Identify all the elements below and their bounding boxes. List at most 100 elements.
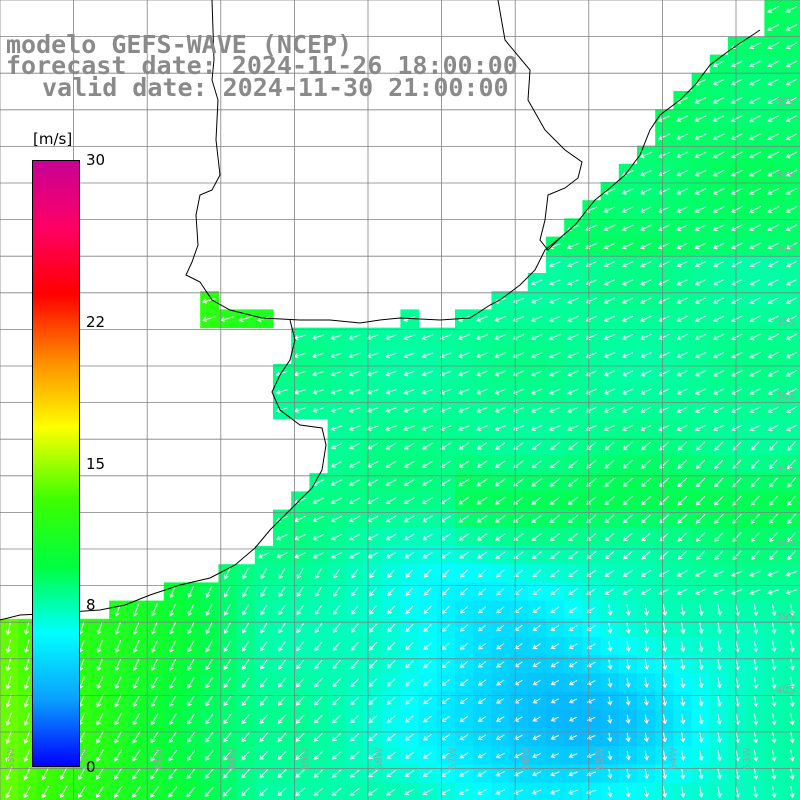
wind-arrow-head bbox=[698, 665, 704, 671]
wind-arrow-head bbox=[658, 208, 663, 213]
wind-arrow bbox=[495, 442, 506, 450]
wind-arrow-head bbox=[385, 535, 391, 541]
wind-arrow bbox=[713, 97, 725, 104]
lat-label: 38S bbox=[776, 538, 795, 549]
wind-arrow-head bbox=[259, 791, 264, 797]
wind-arrow-head bbox=[423, 699, 428, 705]
wind-arrow bbox=[495, 533, 506, 541]
wind-arrow-head bbox=[568, 572, 574, 578]
wind-arrow bbox=[608, 641, 612, 651]
wind-arrow-head bbox=[403, 408, 409, 413]
wind-arrow bbox=[367, 479, 379, 486]
wind-arrow-head bbox=[423, 717, 428, 723]
wind-arrow-head bbox=[403, 445, 409, 450]
wind-arrow bbox=[276, 407, 288, 412]
wind-arrow bbox=[25, 639, 30, 653]
wind-arrow-head bbox=[567, 518, 573, 523]
wind-arrow-head bbox=[603, 317, 609, 322]
wind-arrow bbox=[787, 550, 796, 560]
wind-arrow-head bbox=[731, 335, 737, 341]
wind-arrow-head bbox=[96, 648, 102, 654]
wind-arrow-head bbox=[677, 500, 683, 506]
wind-arrow-head bbox=[567, 353, 573, 359]
wind-arrow bbox=[568, 460, 579, 469]
wind-arrow bbox=[532, 588, 542, 595]
wind-arrow bbox=[658, 370, 670, 376]
wind-arrow bbox=[568, 514, 579, 523]
wind-arrow-head bbox=[785, 190, 791, 195]
wind-arrow bbox=[404, 788, 415, 796]
wind-arrow bbox=[532, 569, 542, 578]
wind-arrow-head bbox=[459, 663, 465, 668]
wind-arrow bbox=[405, 642, 414, 651]
wind-arrow-head bbox=[753, 756, 759, 762]
wind-arrow-head bbox=[625, 701, 631, 706]
wind-arrow-head bbox=[680, 665, 686, 671]
wind-arrow bbox=[604, 188, 616, 194]
wind-arrow-head bbox=[641, 445, 646, 451]
wind-arrow-head bbox=[767, 80, 773, 86]
wind-arrow-head bbox=[694, 408, 700, 413]
wind-arrow bbox=[623, 588, 633, 595]
wind-arrow-head bbox=[530, 426, 536, 432]
wind-arrow bbox=[187, 658, 195, 671]
wind-arrow-head bbox=[603, 244, 609, 250]
wind-arrow bbox=[662, 786, 666, 797]
wind-arrow bbox=[133, 621, 140, 635]
wind-arrow-head bbox=[625, 792, 631, 798]
wind-arrow bbox=[658, 242, 671, 249]
wind-arrow-head bbox=[495, 717, 501, 722]
wind-arrow-head bbox=[662, 629, 668, 635]
wind-arrow-head bbox=[694, 426, 700, 432]
wind-arrow-head bbox=[550, 572, 555, 578]
wind-arrow-head bbox=[622, 554, 628, 560]
wind-arrow bbox=[441, 642, 450, 650]
wind-arrow bbox=[658, 151, 670, 158]
wind-arrow-head bbox=[785, 299, 791, 304]
wind-arrow-head bbox=[568, 608, 574, 614]
wind-arrow-head bbox=[789, 756, 795, 762]
wind-arrow-head bbox=[132, 666, 138, 672]
wind-arrow-head bbox=[114, 720, 119, 726]
wind-arrow bbox=[387, 696, 396, 705]
wind-arrow bbox=[295, 732, 305, 742]
colorbar-tick-label: 8 bbox=[86, 596, 96, 615]
wind-arrow bbox=[60, 785, 68, 798]
wind-arrow-head bbox=[150, 792, 155, 798]
wind-arrow bbox=[749, 333, 761, 340]
wind-arrow-head bbox=[694, 317, 700, 322]
lon-label: 59W bbox=[300, 747, 311, 770]
wind-arrow-head bbox=[625, 774, 631, 780]
wind-arrow-head bbox=[676, 572, 682, 577]
wind-arrow-head bbox=[771, 611, 777, 617]
wind-arrow bbox=[495, 789, 506, 795]
wind-arrow-head bbox=[767, 390, 773, 395]
wind-arrow bbox=[749, 60, 761, 67]
wind-arrow-head bbox=[169, 629, 174, 635]
wind-arrow bbox=[790, 640, 794, 652]
wind-arrow bbox=[787, 441, 796, 451]
wind-arrow-head bbox=[639, 153, 645, 159]
wind-arrow-head bbox=[767, 153, 773, 159]
wind-arrow bbox=[713, 315, 725, 322]
wind-arrow-head bbox=[716, 647, 722, 653]
wind-arrow-head bbox=[530, 371, 536, 377]
wind-arrow-head bbox=[603, 208, 609, 213]
wind-arrow bbox=[604, 352, 616, 358]
wind-arrow bbox=[676, 206, 689, 213]
wind-arrow bbox=[790, 658, 794, 670]
wind-arrow bbox=[331, 389, 343, 394]
wind-arrow bbox=[312, 389, 325, 394]
wind-arrow-head bbox=[730, 153, 736, 159]
wind-arrow-head bbox=[603, 408, 609, 413]
wind-arrow-head bbox=[205, 647, 211, 653]
wind-arrow bbox=[387, 605, 396, 614]
wind-arrow-head bbox=[385, 481, 391, 486]
wind-arrow bbox=[568, 532, 579, 541]
wind-arrow bbox=[735, 695, 739, 707]
wind-arrow bbox=[260, 586, 268, 597]
wind-arrow bbox=[206, 603, 213, 616]
wind-arrow bbox=[549, 334, 561, 340]
wind-arrow-head bbox=[275, 535, 281, 541]
